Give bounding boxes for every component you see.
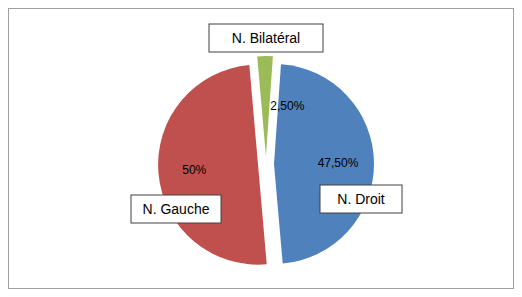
- svg-text:50%: 50%: [182, 163, 206, 177]
- svg-text:N. Bilatéral: N. Bilatéral: [232, 30, 300, 46]
- svg-text:N. Gauche: N. Gauche: [143, 201, 210, 217]
- svg-text:N. Droit: N. Droit: [337, 191, 385, 207]
- svg-text:47,50%: 47,50%: [318, 156, 359, 170]
- svg-text:2,50%: 2,50%: [270, 99, 304, 113]
